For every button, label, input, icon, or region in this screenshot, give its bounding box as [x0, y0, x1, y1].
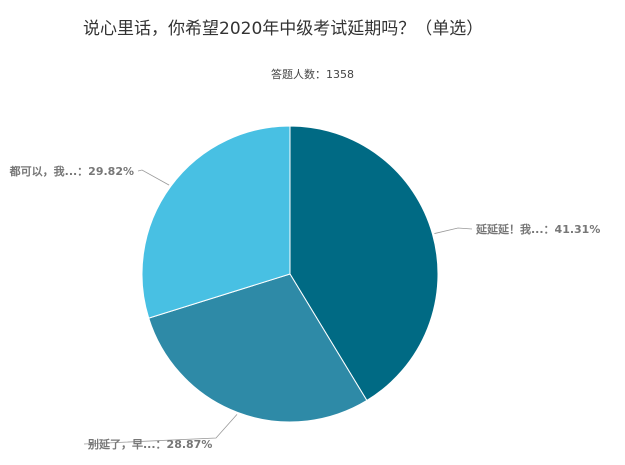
pie-slice-0 [289, 125, 439, 402]
leader-line-1 [83, 414, 238, 445]
pie-slice-2 [141, 125, 291, 319]
leader-line-0 [434, 227, 473, 234]
slice-label-1: 别延了，早...：28.87% [87, 437, 212, 451]
leader-line-2 [137, 169, 170, 186]
chart-subtitle: 答题人数：1358 [271, 68, 354, 81]
pie-slice-1 [148, 273, 368, 423]
chart-title: 说心里话，你希望2020年中级考试延期吗？（单选） [83, 19, 484, 39]
slice-label-0: 延延延！我...：41.31% [475, 222, 600, 236]
slice-label-2: 都可以，我...：29.82% [9, 164, 134, 178]
